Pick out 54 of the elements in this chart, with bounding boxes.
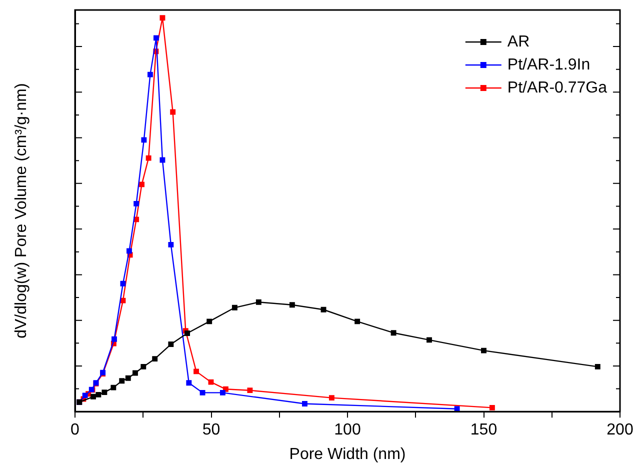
x-tick-label: 100 xyxy=(334,422,361,439)
point xyxy=(354,318,360,324)
point xyxy=(126,248,132,254)
x-tick-label: 0 xyxy=(70,422,80,439)
legend-label: Pt/AR-1.9In xyxy=(507,56,590,74)
point xyxy=(96,392,102,398)
point xyxy=(152,356,158,362)
point xyxy=(184,330,190,336)
point xyxy=(594,364,600,370)
point xyxy=(289,302,295,308)
y-axis-title: dV/dlog(w) Pore Volume (cm³/g·nm) xyxy=(13,83,30,338)
point xyxy=(170,109,176,115)
x-tick-label: 50 xyxy=(202,422,220,439)
point xyxy=(160,15,166,21)
x-tick-label: 200 xyxy=(606,422,634,439)
point xyxy=(132,370,138,376)
legend-label: AR xyxy=(507,33,530,50)
point xyxy=(119,378,125,384)
point xyxy=(426,337,432,343)
point xyxy=(146,155,152,161)
point xyxy=(168,342,174,347)
point xyxy=(139,182,144,188)
point xyxy=(194,368,199,374)
point xyxy=(200,390,206,396)
point xyxy=(82,392,88,398)
point xyxy=(208,379,214,385)
point xyxy=(140,364,146,370)
point xyxy=(120,280,126,286)
point xyxy=(320,306,326,312)
point xyxy=(110,384,116,390)
point xyxy=(120,298,126,304)
point xyxy=(390,330,396,336)
point xyxy=(125,375,131,381)
point xyxy=(141,137,147,143)
point xyxy=(489,404,495,410)
point xyxy=(220,390,226,396)
point xyxy=(328,395,334,401)
point xyxy=(102,390,108,396)
point xyxy=(153,35,159,41)
point xyxy=(232,304,238,310)
point xyxy=(186,380,192,386)
point xyxy=(302,401,308,406)
point xyxy=(247,388,253,394)
point xyxy=(147,72,153,78)
point xyxy=(206,318,212,324)
x-axis-title: Pore Width (nm) xyxy=(289,446,406,463)
point xyxy=(481,348,486,354)
point xyxy=(90,394,96,400)
point xyxy=(256,299,262,305)
legend-label: Pt/AR-0.77Ga xyxy=(507,79,608,96)
point xyxy=(112,336,117,342)
point xyxy=(168,242,174,248)
point xyxy=(134,200,140,206)
x-tick-label: 150 xyxy=(470,422,498,439)
